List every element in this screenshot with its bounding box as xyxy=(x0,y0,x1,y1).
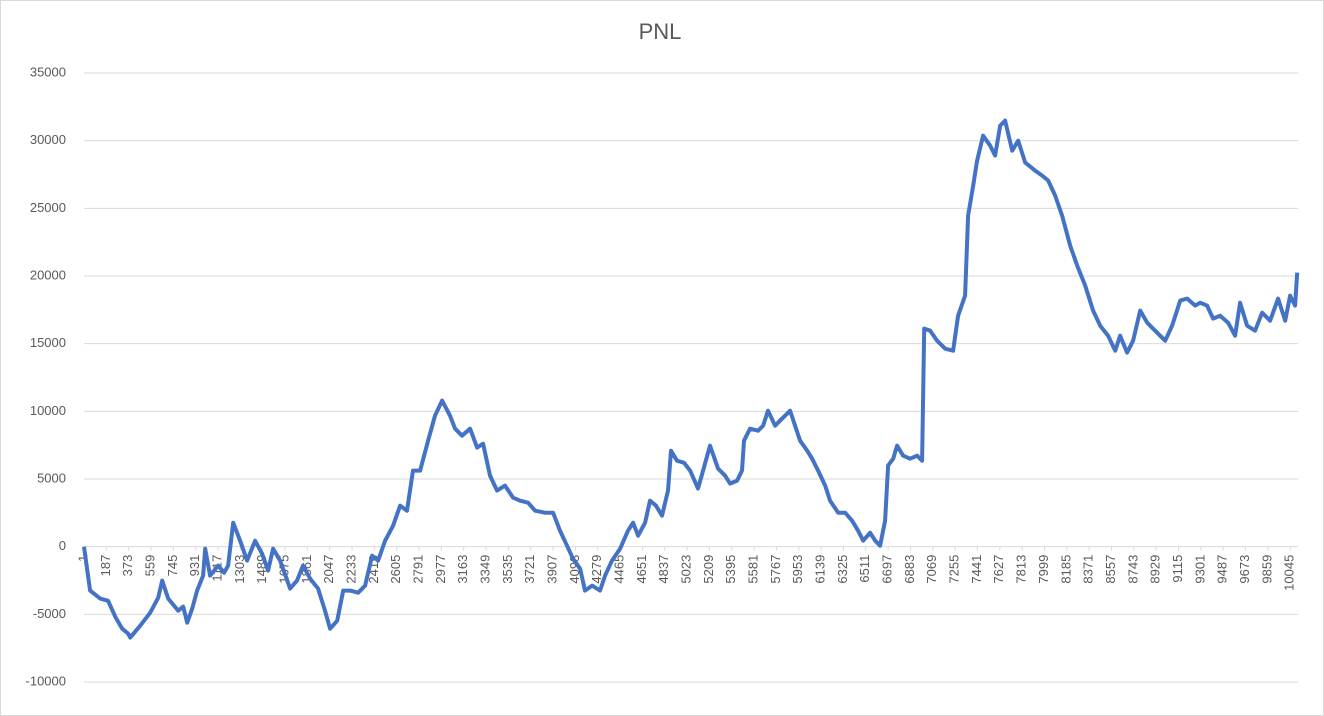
x-tick-label: 5953 xyxy=(790,555,805,584)
x-tick-label: 4837 xyxy=(656,555,671,584)
x-tick-label: 5395 xyxy=(723,555,738,584)
y-tick-label: -10000 xyxy=(26,673,66,688)
x-tick-label: 5767 xyxy=(768,555,783,584)
x-tick-label: 2977 xyxy=(433,555,448,584)
x-tick-label: 7441 xyxy=(969,555,984,584)
y-tick-label: 0 xyxy=(59,538,66,553)
y-tick-label: 35000 xyxy=(30,64,66,79)
x-tick-label: 7255 xyxy=(947,555,962,584)
x-tick-label: 7999 xyxy=(1036,555,1051,584)
x-tick-label: 2047 xyxy=(321,555,336,584)
x-tick-label: 3349 xyxy=(478,555,493,584)
x-tick-label: 931 xyxy=(187,555,202,577)
x-tick-label: 9487 xyxy=(1215,555,1230,584)
x-tick-label: 3535 xyxy=(500,555,515,584)
x-tick-label: 4279 xyxy=(589,555,604,584)
y-tick-label: 25000 xyxy=(30,200,66,215)
line-series xyxy=(82,118,1300,640)
x-tick-label: 2233 xyxy=(343,555,358,584)
x-tick-label: 8371 xyxy=(1081,555,1096,584)
y-tick-label: 30000 xyxy=(30,132,66,147)
x-tick-label: 9115 xyxy=(1170,555,1185,583)
x-tick-label: 6883 xyxy=(902,555,917,584)
x-tick-label: 745 xyxy=(165,555,180,577)
x-tick-label: 6139 xyxy=(813,555,828,584)
x-tick-label: 4651 xyxy=(634,555,649,584)
y-tick-label: 5000 xyxy=(37,470,66,485)
x-tick-label: 9859 xyxy=(1259,555,1274,584)
x-tick-label: 5023 xyxy=(679,555,694,584)
x-tick-label: 6697 xyxy=(880,555,895,584)
x-tick-label: 8185 xyxy=(1058,555,1073,584)
x-tick-label: 4465 xyxy=(612,555,627,584)
x-tick-label: 5209 xyxy=(701,555,716,584)
x-tick-label: 559 xyxy=(142,555,157,577)
x-tick-label: 9673 xyxy=(1237,555,1252,584)
chart-title: PNL xyxy=(639,19,682,44)
x-tick-label: 7627 xyxy=(991,555,1006,584)
x-tick-label: 3163 xyxy=(455,555,470,584)
x-tick-label: 4093 xyxy=(567,555,582,584)
y-tick-label: 20000 xyxy=(30,267,66,282)
y-tick-label: 10000 xyxy=(30,403,66,418)
x-tick-label: 7813 xyxy=(1014,555,1029,584)
x-tick-label: 8557 xyxy=(1103,555,1118,584)
y-tick-label: -5000 xyxy=(33,606,66,621)
x-tick-label: 1303 xyxy=(232,555,247,584)
x-tick-label: 5581 xyxy=(746,555,761,584)
y-tick-label: 15000 xyxy=(30,335,66,350)
x-tick-label: 3907 xyxy=(545,555,560,584)
x-tick-label: 1 xyxy=(75,555,90,562)
x-tick-label: 6511 xyxy=(857,555,872,583)
x-tick-label: 373 xyxy=(120,555,135,577)
x-tick-label: 2791 xyxy=(410,555,425,584)
x-tick-label: 8743 xyxy=(1125,555,1140,584)
x-tick-label: 6325 xyxy=(835,555,850,584)
x-tick-label: 8929 xyxy=(1148,555,1163,584)
x-tick-label: 9301 xyxy=(1192,555,1207,584)
x-tick-label: 3721 xyxy=(522,555,537,584)
x-tick-label: 187 xyxy=(98,555,113,577)
x-tick-label: 2605 xyxy=(388,555,403,584)
x-tick-label: 7069 xyxy=(924,555,939,584)
x-tick-label: 10045 xyxy=(1282,555,1297,591)
